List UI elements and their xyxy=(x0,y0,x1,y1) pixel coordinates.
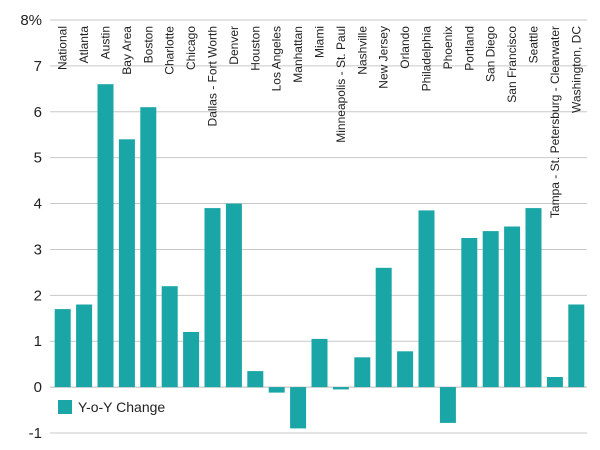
bar xyxy=(311,338,328,388)
y-tick-label: 4 xyxy=(34,196,42,213)
category-label: San Diego xyxy=(484,26,498,82)
y-tick-label: 5 xyxy=(34,150,42,167)
y-tick-label: 0 xyxy=(34,379,42,396)
category-label: Minneapolis - St. Paul xyxy=(334,26,348,143)
bar xyxy=(247,371,264,388)
category-labels: National Atlanta Austin Bay Area Boston Charl… xyxy=(56,26,584,218)
bar xyxy=(418,210,435,388)
bar xyxy=(54,309,71,388)
category-label: Seattle xyxy=(527,26,541,64)
bar xyxy=(204,208,221,388)
category-label: Los Angeles xyxy=(270,26,284,91)
category-label: Denver xyxy=(227,26,241,65)
category-label: Philadelphia xyxy=(420,26,434,92)
bar xyxy=(354,357,371,388)
category-label: Bay Area xyxy=(120,26,134,75)
bar xyxy=(568,304,585,388)
y-tick-label: -1 xyxy=(29,425,42,442)
bar xyxy=(332,387,349,390)
y-tick-label: 8% xyxy=(20,12,42,29)
category-label: Washington, DC xyxy=(569,26,583,113)
bars xyxy=(54,84,585,429)
bar xyxy=(482,231,499,388)
y-axis-ticks: 8% 7 6 5 4 3 2 1 0 -1 xyxy=(20,12,42,442)
y-tick-label: 7 xyxy=(34,58,42,75)
bar xyxy=(461,238,478,388)
category-label: Orlando xyxy=(398,26,412,69)
bar xyxy=(76,304,93,388)
category-label: Nashville xyxy=(355,26,369,75)
legend-label: Y-o-Y Change xyxy=(78,399,165,415)
category-label: National xyxy=(56,26,70,70)
y-tick-label: 2 xyxy=(34,287,42,304)
category-label: San Francisco xyxy=(505,26,519,103)
category-label: Houston xyxy=(248,26,262,71)
bar xyxy=(504,226,521,388)
y-tick-label: 6 xyxy=(34,104,42,121)
category-label: Charlotte xyxy=(163,26,177,75)
category-label: Austin xyxy=(99,26,113,59)
bar xyxy=(268,387,285,393)
bar xyxy=(225,203,242,388)
category-label: Tampa - St. Petersburg - Clearwater xyxy=(548,26,562,218)
category-label: New Jersey xyxy=(377,26,391,89)
bar xyxy=(375,267,392,388)
category-label: Atlanta xyxy=(77,26,91,64)
bar xyxy=(140,107,157,388)
bar xyxy=(183,332,200,388)
bar xyxy=(97,84,114,388)
bar xyxy=(525,208,542,388)
bar xyxy=(118,139,135,388)
bar xyxy=(439,387,456,423)
category-label: Miami xyxy=(313,26,327,58)
legend-swatch xyxy=(58,400,72,414)
category-label: Dallas - Fort Worth xyxy=(206,26,220,126)
category-label: Boston xyxy=(141,26,155,63)
category-label: Chicago xyxy=(184,26,198,70)
legend: Y-o-Y Change xyxy=(58,399,165,415)
bar xyxy=(546,377,563,388)
category-label: Manhattan xyxy=(291,26,305,83)
bar xyxy=(290,387,307,429)
y-tick-label: 1 xyxy=(34,333,42,350)
category-label: Portland xyxy=(462,26,476,71)
category-label: Phoenix xyxy=(441,26,455,69)
bar xyxy=(161,286,178,388)
bar xyxy=(397,351,414,388)
grid-lines xyxy=(50,19,587,434)
y-tick-label: 3 xyxy=(34,241,42,258)
